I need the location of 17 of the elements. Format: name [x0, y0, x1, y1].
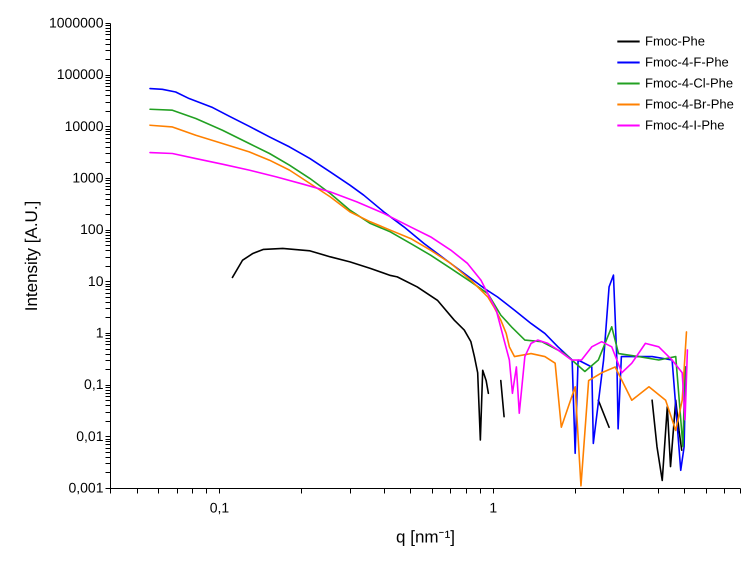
legend-label: Fmoc-4-I-Phe	[645, 118, 724, 132]
legend-label: Fmoc-4-F-Phe	[645, 54, 729, 70]
x-axis-title: q [nm⁻¹]	[396, 528, 455, 546]
y-tick-label: 10000	[64, 118, 104, 134]
legend-label: Fmoc-4-Br-Phe	[645, 96, 734, 112]
y-tick-label: 0,001	[68, 480, 104, 496]
y-tick-label: 100000	[56, 66, 104, 82]
y-tick-label: 1000	[72, 170, 104, 186]
legend-label: Fmoc-Phe	[645, 34, 705, 48]
y-tick-label: 0,01	[76, 428, 104, 444]
y-axis-title: Intensity [A.U.]	[22, 200, 41, 312]
legend-label: Fmoc-4-Cl-Phe	[645, 76, 734, 90]
y-tick-label: 1000000	[48, 14, 104, 30]
y-tick-label: 10	[88, 272, 104, 289]
y-tick-label: 0,1	[84, 376, 104, 392]
y-tick-label: 1	[96, 324, 104, 340]
y-tick-label: 100	[80, 221, 104, 238]
